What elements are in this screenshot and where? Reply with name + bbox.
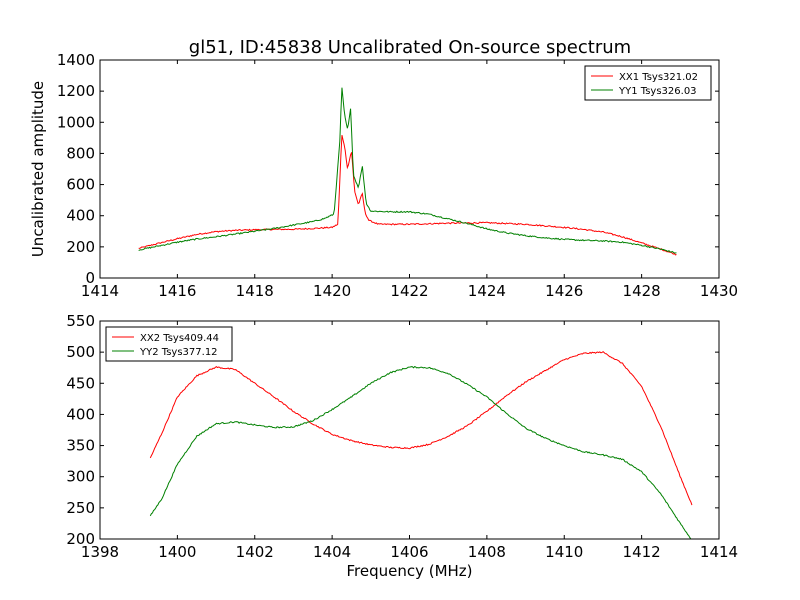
x-tick-label: 1404 xyxy=(313,543,351,561)
legend-1: XX1 Tsys321.02 YY1 Tsys326.03 xyxy=(584,65,712,101)
x-axis-title: Frequency (MHz) xyxy=(346,562,472,580)
x-tick-label: 1418 xyxy=(236,282,274,300)
y-tick-label: 300 xyxy=(66,468,95,486)
x-tick-label: 1412 xyxy=(623,543,661,561)
x-tick-label: 1422 xyxy=(390,282,428,300)
series-line-2-1 xyxy=(149,351,693,506)
y-tick-label: 600 xyxy=(66,176,95,194)
x-tick-label: 1424 xyxy=(468,282,506,300)
x-tick-label: 1428 xyxy=(623,282,661,300)
y-axis-title: Uncalibrated amplitude xyxy=(29,81,47,257)
legend-2: XX2 Tsys409.44 YY2 Tsys377.12 xyxy=(105,326,233,362)
x-tick-label: 1430 xyxy=(700,282,738,300)
y-tick-label: 550 xyxy=(66,312,95,330)
legend-label: YY1 Tsys326.03 xyxy=(618,86,697,97)
y-tick-label: 350 xyxy=(66,437,95,455)
y-tick-label: 200 xyxy=(66,530,95,548)
x-tick-label: 1406 xyxy=(390,543,428,561)
plot-panel-1: 1414 1416 1418 1420 1422 1424 1426 1428 1430 0 200… xyxy=(29,51,738,300)
figure-title: gl51, ID:45838 Uncalibrated On-source sp… xyxy=(189,37,631,58)
x-tick-label: 1398 xyxy=(81,543,119,561)
x-tick-label: 1426 xyxy=(545,282,583,300)
y-tick-label: 1400 xyxy=(57,51,95,69)
series-line-1-2 xyxy=(138,87,677,254)
y-tick-label: 500 xyxy=(66,343,95,361)
y-tick-label: 450 xyxy=(66,374,95,392)
y-tick-label: 0 xyxy=(85,269,95,287)
legend-label: XX2 Tsys409.44 xyxy=(140,333,219,344)
y-tick-label: 400 xyxy=(66,207,95,225)
y-tick-label: 250 xyxy=(66,499,95,517)
y-tick-label: 400 xyxy=(66,405,95,423)
x-tick-label: 1402 xyxy=(236,543,274,561)
legend-box xyxy=(105,326,233,362)
y-tick-label: 200 xyxy=(66,238,95,256)
y-tick-label: 1200 xyxy=(57,82,95,100)
x-tick-label: 1416 xyxy=(158,282,196,300)
plot-panel-2: 1398 1400 1402 1404 1406 1408 1410 1412 1414 200 2… xyxy=(66,312,738,580)
x-tick-label: 1414 xyxy=(700,543,738,561)
x-tick-label: 1410 xyxy=(545,543,583,561)
y-tick-label: 1000 xyxy=(57,113,95,131)
legend-box xyxy=(584,65,712,101)
x-tick-label: 1420 xyxy=(313,282,351,300)
x-tick-label: 1408 xyxy=(468,543,506,561)
legend-label: YY2 Tsys377.12 xyxy=(139,347,218,358)
series-line-2-2 xyxy=(149,366,692,539)
series-line-1-1 xyxy=(138,135,677,256)
x-tick-label: 1414 xyxy=(81,282,119,300)
legend-label: XX1 Tsys321.02 xyxy=(619,72,698,83)
x-tick-label: 1400 xyxy=(158,543,196,561)
y-tick-label: 800 xyxy=(66,144,95,162)
